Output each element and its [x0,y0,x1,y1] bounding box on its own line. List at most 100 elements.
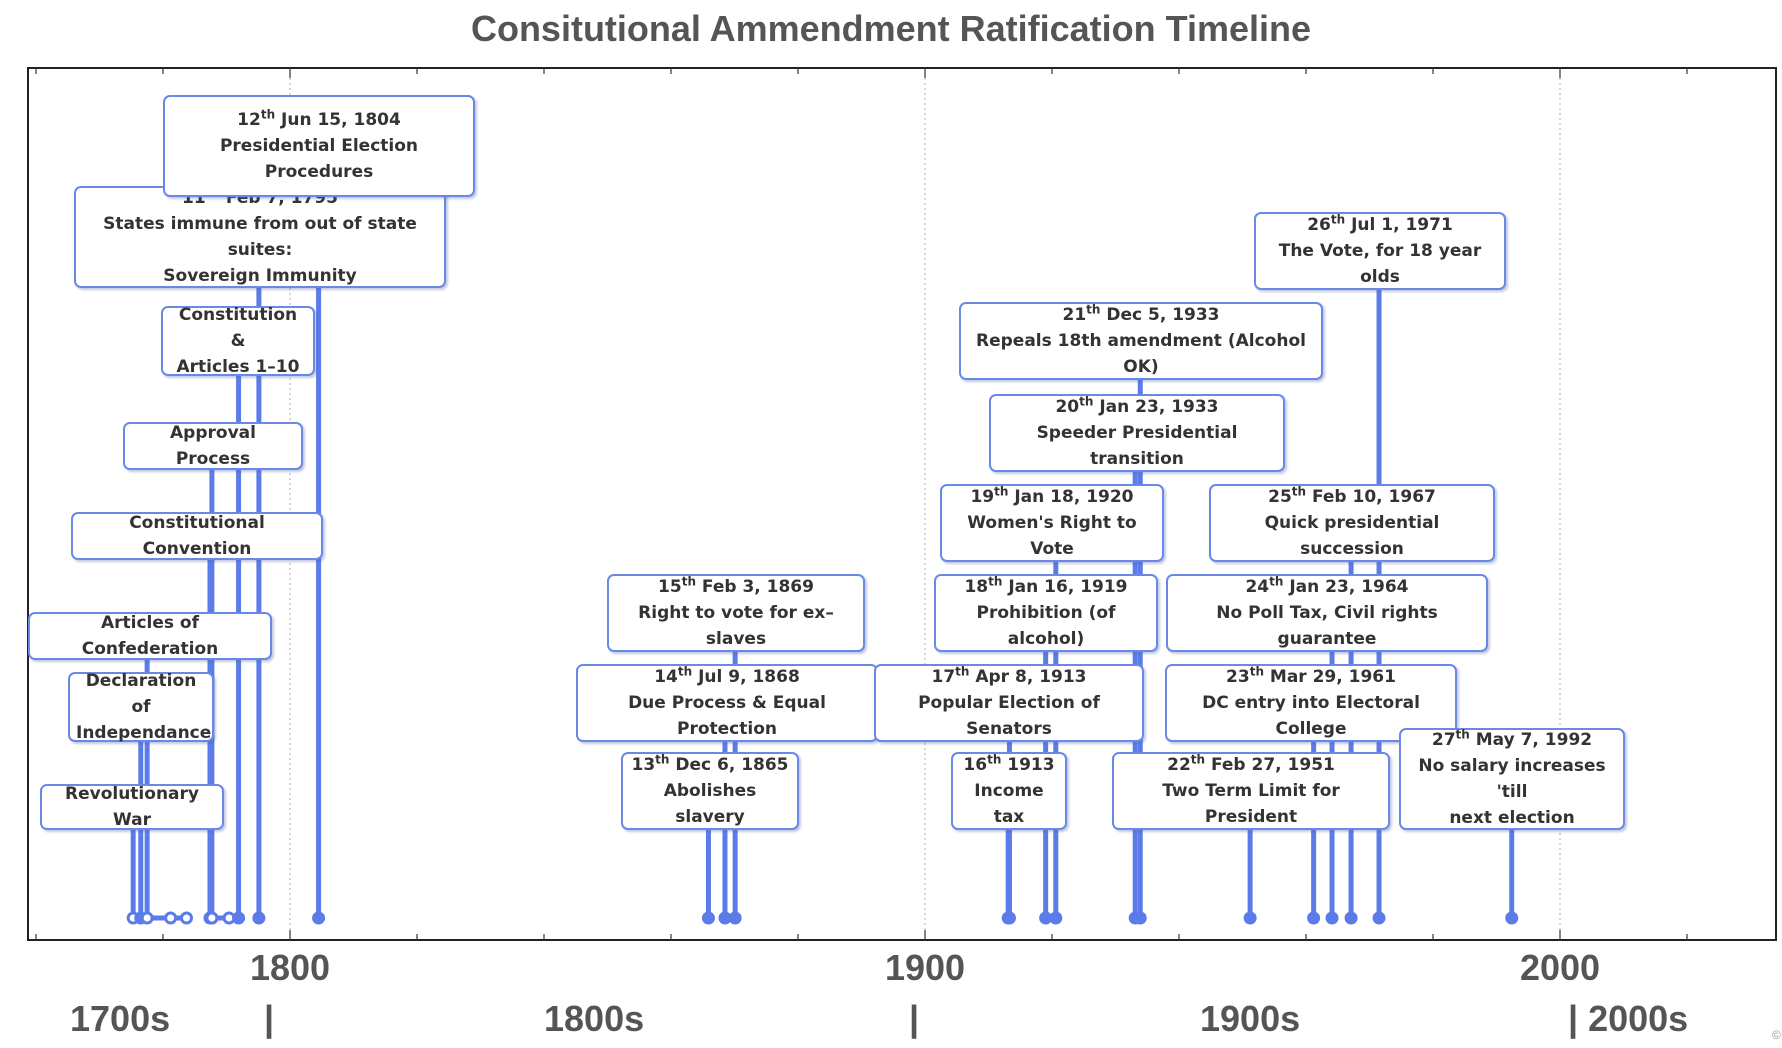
ordinal-suffix: th [1455,727,1470,742]
event-start-marker [205,911,219,925]
ratification-date: Dec 6, 1865 [669,755,789,775]
event-description: Approval Process [170,423,256,469]
event-marker [1307,911,1321,925]
event-description: Articles of Confederation [81,613,219,659]
event-description: Popular Election of Senators [918,693,1100,739]
x-tick-label: 1900 [885,947,965,988]
event-marker [232,911,246,925]
ratification-date: Dec 5, 1933 [1100,305,1220,325]
event-heading: 23th Mar 29, 1961 [1173,664,1449,690]
event-label-box: 25th Feb 10, 1967 Quick presidential succ… [1209,484,1495,562]
ordinal-suffix: th [955,664,970,679]
event-description: Prohibition (of alcohol) [976,603,1116,649]
event-heading: 27th May 7, 1992 [1407,727,1617,753]
event-marker [312,911,326,925]
event-marker [1002,911,1016,925]
event-label-box: 26th Jul 1, 1971 The Vote, for 18 year ol… [1254,212,1506,290]
ordinal-suffix: th [655,752,670,767]
event-description: Two Term Limit for President [1162,781,1340,827]
event-heading: 15th Feb 3, 1869 [615,574,857,600]
amendment-number: 17 [931,667,956,687]
ratification-date: Jan 23, 1964 [1283,577,1409,597]
ratification-date: May 7, 1992 [1469,730,1593,750]
event-heading: 16th 1913 [959,752,1059,778]
ratification-date: Jul 1, 1971 [1345,215,1453,235]
event-label-box: 21th Dec 5, 1933 Repeals 18th amendment (… [959,302,1323,380]
event-label-box: 20th Jan 23, 1933 Speeder Presidential tr… [989,394,1285,472]
x-tick-label: 1800 [250,947,330,988]
event-start-marker [140,911,154,925]
event-label-box: 18th Jan 16, 1919 Prohibition (of alcohol… [934,574,1158,652]
event-label-box: 17th Apr 8, 1913 Popular Election of Sena… [874,664,1144,742]
amendment-number: 22 [1167,755,1191,775]
event-marker [1344,911,1358,925]
ratification-date: Jul 9, 1868 [692,667,800,687]
event-description: Women's Right to Vote [967,513,1137,559]
ordinal-suffix: th [1249,664,1264,679]
ratification-date: Feb 10, 1967 [1306,487,1436,507]
event-label-box: 13th Dec 6, 1865 Abolishes slavery [621,752,799,830]
event-label-box: 12th Jun 15, 1804 Presidential Election P… [163,95,475,197]
x-tick-label: 2000 [1520,947,1600,988]
event-heading: 17th Apr 8, 1913 [882,664,1136,690]
event-description: Constitutional Convention [129,513,265,559]
event-description: States immune from out of state suites: … [103,214,417,286]
event-description: Revolutionary War [65,784,199,830]
ratification-date: Mar 29, 1961 [1263,667,1396,687]
era-label: 1900s [1200,998,1301,1039]
event-label-box: Approval Process [123,422,303,470]
event-description: The Vote, for 18 year olds [1278,241,1482,287]
amendment-number: 16 [963,755,988,775]
amendment-number: 15 [658,577,682,597]
event-description: Constitution & Articles 1–10 [176,305,300,377]
amendment-number: 25 [1268,487,1292,507]
event-heading: 22th Feb 27, 1951 [1120,752,1382,778]
event-description: Quick presidential succession [1264,513,1440,559]
event-marker [701,911,715,925]
event-heading: 12th Jun 15, 1804 [171,107,467,133]
event-marker [1049,911,1063,925]
event-heading: 19th Jan 18, 1920 [948,484,1156,510]
ratification-date: Jan 23, 1933 [1093,397,1219,417]
amendment-number: 18 [964,577,989,597]
ordinal-suffix: th [1079,394,1094,409]
event-label-box: Revolutionary War [40,784,224,830]
event-description: DC entry into Electoral College [1202,693,1420,739]
event-description: No salary increases 'till next election [1418,756,1606,828]
amendment-number: 21 [1062,305,1087,325]
amendment-number: 19 [970,487,995,507]
event-description: Due Process & Equal Protection [628,693,826,739]
event-label-box: Declaration of Independance [68,671,214,743]
ratification-date: Jan 18, 1920 [1008,487,1134,507]
chart-title: Consitutional Ammendment Ratification Ti… [470,8,1312,49]
event-label-box: 24th Jan 23, 1964 No Poll Tax, Civil righ… [1166,574,1488,652]
ordinal-suffix: th [1291,484,1307,499]
event-marker [1243,911,1257,925]
ordinal-suffix: th [994,484,1009,499]
ratification-date: Jan 16, 1919 [1002,577,1128,597]
event-label-box: 16th 1913 Income tax [951,752,1067,830]
ordinal-suffix: th [987,752,1002,767]
event-heading: 13th Dec 6, 1865 [629,752,791,778]
ratification-date: Feb 3, 1869 [695,577,814,597]
ordinal-suffix: th [1330,212,1346,227]
ordinal-suffix: th [1190,752,1206,767]
era-label: | [264,998,275,1039]
event-label-box: 27th May 7, 1992 No salary increases 'til… [1399,728,1625,830]
event-description: Abolishes slavery [663,781,757,827]
event-marker [252,911,266,925]
ratification-date: Jun 15, 1804 [275,110,401,130]
event-heading: 21th Dec 5, 1933 [967,302,1315,328]
ordinal-suffix: th [681,574,696,589]
event-label-box: 15th Feb 3, 1869 Right to vote for ex–sla… [607,574,865,652]
event-marker [1325,911,1339,925]
ordinal-suffix: th [260,107,276,122]
amendment-number: 26 [1307,215,1331,235]
amendment-number: 27 [1431,730,1456,750]
amendment-number: 24 [1245,577,1270,597]
event-heading: 26th Jul 1, 1971 [1262,212,1498,238]
event-description: Presidential Election Procedures [219,136,419,182]
event-marker [1505,911,1519,925]
amendment-number: 13 [631,755,656,775]
ordinal-suffix: th [988,574,1003,589]
